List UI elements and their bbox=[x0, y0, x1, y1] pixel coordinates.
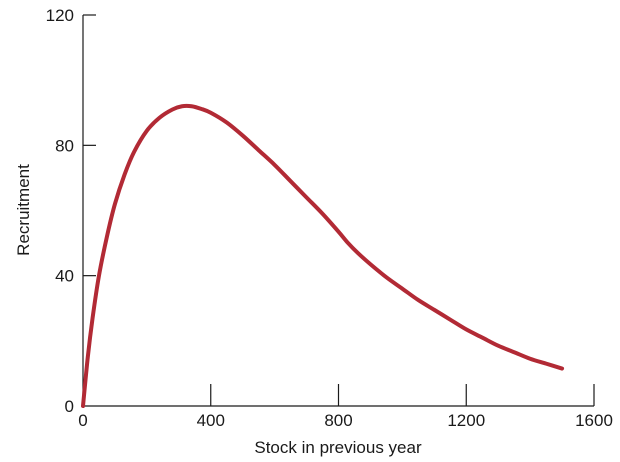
y-tick-label: 40 bbox=[55, 267, 74, 286]
x-axis-ticks: 0 400 800 1200 1600 bbox=[78, 384, 613, 430]
x-tick-label: 1600 bbox=[575, 411, 613, 430]
y-tick-label: 80 bbox=[55, 136, 74, 155]
y-axis-ticks: 0 40 80 120 bbox=[46, 6, 96, 416]
recruitment-curve bbox=[81, 103, 565, 408]
x-tick-label: 0 bbox=[78, 411, 87, 430]
y-axis-label: Recruitment bbox=[14, 164, 33, 256]
plot-area bbox=[81, 103, 565, 408]
axes bbox=[82, 15, 594, 407]
y-tick-label: 0 bbox=[65, 397, 74, 416]
x-tick-label: 800 bbox=[324, 411, 352, 430]
x-tick-label: 400 bbox=[197, 411, 225, 430]
x-tick-label: 1200 bbox=[447, 411, 485, 430]
y-tick-label: 120 bbox=[46, 6, 74, 25]
x-axis-label: Stock in previous year bbox=[254, 438, 422, 457]
